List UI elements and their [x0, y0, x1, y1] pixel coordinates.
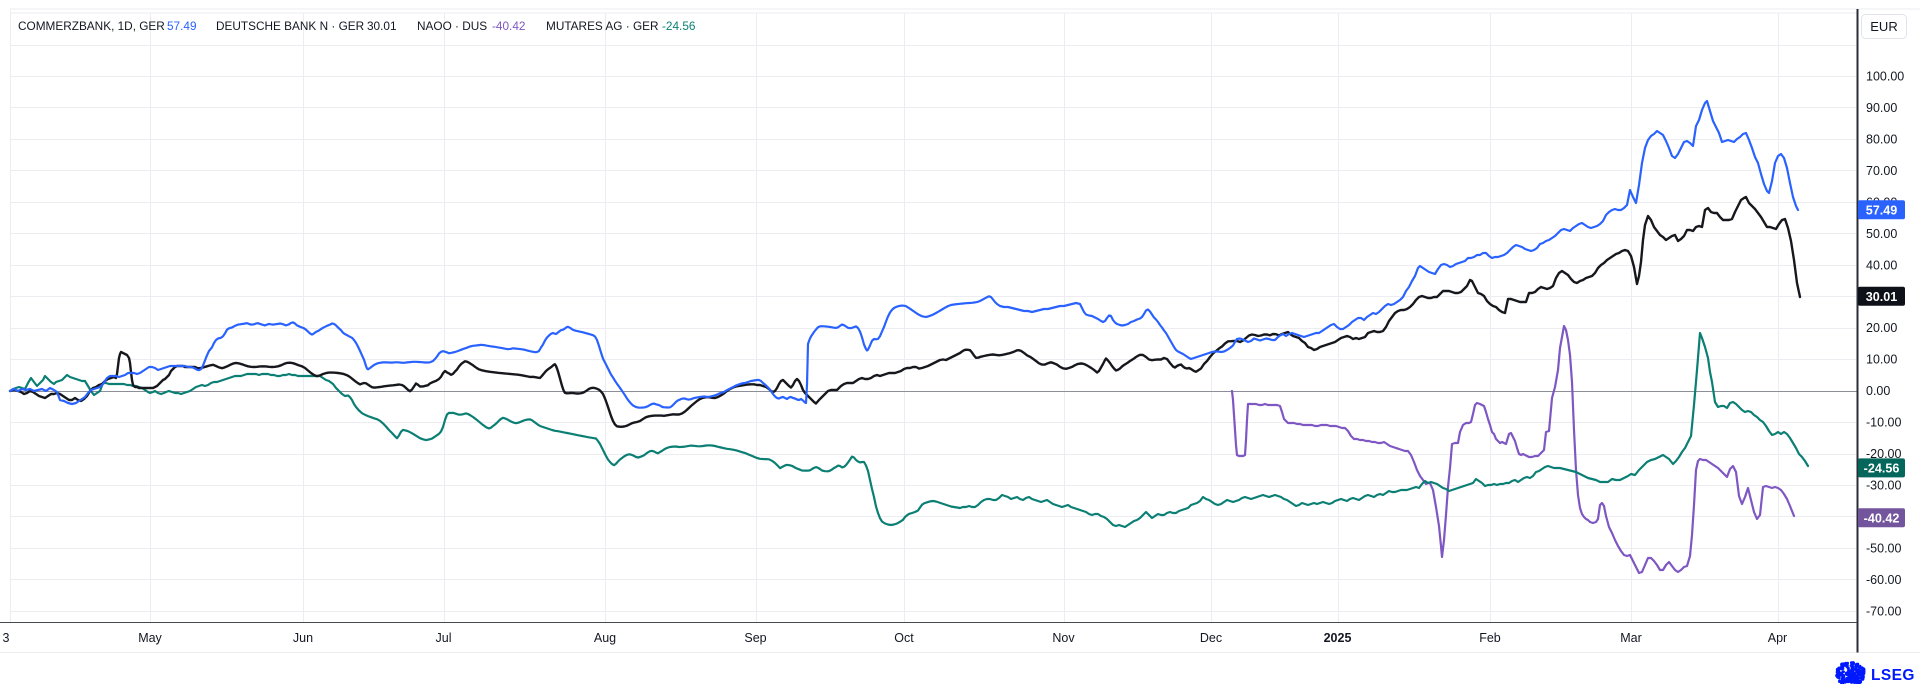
svg-text:30.01: 30.01: [1866, 290, 1898, 304]
svg-text:40.00: 40.00: [1866, 258, 1897, 272]
svg-text:100.00: 100.00: [1866, 70, 1904, 84]
svg-text:90.00: 90.00: [1866, 101, 1897, 115]
svg-text:-24.56: -24.56: [1864, 462, 1900, 476]
svg-text:80.00: 80.00: [1866, 132, 1897, 146]
svg-text:Dec: Dec: [1200, 631, 1222, 645]
svg-text:May: May: [138, 631, 162, 645]
svg-text:-60.00: -60.00: [1866, 573, 1901, 587]
svg-text:50.00: 50.00: [1866, 227, 1897, 241]
svg-text:57.49: 57.49: [167, 19, 197, 33]
svg-text:-50.00: -50.00: [1866, 541, 1901, 555]
svg-text:Aug: Aug: [594, 631, 616, 645]
svg-text:EUR: EUR: [1870, 19, 1897, 34]
svg-text:-70.00: -70.00: [1866, 604, 1901, 618]
svg-text:MUTARES AG · GER: MUTARES AG · GER: [546, 19, 659, 33]
svg-text:LSEG: LSEG: [1871, 667, 1915, 684]
svg-text:-40.42: -40.42: [492, 19, 525, 33]
svg-text:NAOO · DUS: NAOO · DUS: [417, 19, 487, 33]
svg-text:Nov: Nov: [1052, 631, 1075, 645]
svg-text:COMMERZBANK, 1D, GER: COMMERZBANK, 1D, GER: [18, 19, 165, 33]
svg-text:0.00: 0.00: [1866, 384, 1890, 398]
svg-text:30.01: 30.01: [367, 19, 397, 33]
svg-text:-20.00: -20.00: [1866, 447, 1901, 461]
svg-text:Mar: Mar: [1620, 631, 1642, 645]
svg-text:10.00: 10.00: [1866, 353, 1897, 367]
svg-text:57.49: 57.49: [1866, 203, 1898, 217]
svg-text:Jul: Jul: [436, 631, 452, 645]
svg-text:20.00: 20.00: [1866, 321, 1897, 335]
svg-text:Jun: Jun: [293, 631, 313, 645]
svg-text:Feb: Feb: [1479, 631, 1501, 645]
svg-text:-24.56: -24.56: [662, 19, 696, 33]
svg-text:3: 3: [3, 631, 10, 645]
svg-text:Sep: Sep: [744, 631, 766, 645]
svg-text:DEUTSCHE BANK N · GER: DEUTSCHE BANK N · GER: [216, 19, 364, 33]
svg-text:Oct: Oct: [894, 631, 914, 645]
svg-text:2025: 2025: [1324, 631, 1352, 645]
svg-text:Apr: Apr: [1768, 631, 1787, 645]
svg-text:70.00: 70.00: [1866, 164, 1897, 178]
svg-text:-40.42: -40.42: [1864, 511, 1900, 525]
svg-text:-10.00: -10.00: [1866, 416, 1901, 430]
svg-text:-30.00: -30.00: [1866, 479, 1901, 493]
